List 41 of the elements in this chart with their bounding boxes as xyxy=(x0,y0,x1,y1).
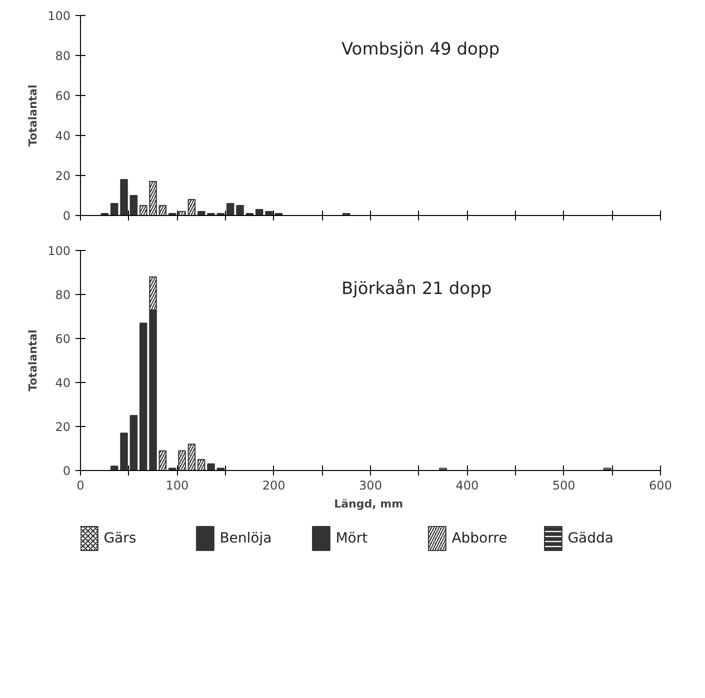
y-tick-label: 100 xyxy=(48,9,70,23)
bar xyxy=(130,415,138,470)
legend-label: Gädda xyxy=(568,530,614,546)
y-tick-label: 40 xyxy=(55,129,71,143)
x-tick-label: 100 xyxy=(166,478,189,492)
x-tick-label: 500 xyxy=(552,478,576,492)
legend-label: Benlöja xyxy=(220,530,272,546)
bar xyxy=(265,211,273,216)
bar xyxy=(130,195,138,216)
y-tick-label: 100 xyxy=(48,244,70,258)
text: Vombsjön 49 dopp xyxy=(342,40,500,60)
x-tick-label: 200 xyxy=(262,478,286,492)
y-tick-label: 40 xyxy=(55,376,71,390)
bar xyxy=(110,203,118,216)
bar xyxy=(207,463,215,470)
bar xyxy=(255,209,264,216)
y-tick-label: 20 xyxy=(55,420,71,434)
bar xyxy=(120,179,128,216)
bar xyxy=(110,466,118,470)
y-axis-title: Totalantal xyxy=(26,330,40,392)
y-tick-label: 60 xyxy=(55,332,71,346)
y-tick-label: 0 xyxy=(62,464,71,478)
x-tick-label: 600 xyxy=(649,478,672,492)
legend-label: Abborre xyxy=(452,530,508,546)
y-tick-label: 60 xyxy=(55,89,71,103)
text: Björkaån 21 dopp xyxy=(342,278,492,299)
bar xyxy=(139,322,148,470)
y-tick-label: 80 xyxy=(55,49,71,63)
legend-label: Mört xyxy=(336,530,368,546)
bar xyxy=(226,203,234,216)
y-tick-label: 0 xyxy=(62,209,71,223)
legend-label: Gärs xyxy=(104,530,136,546)
x-axis-title: Längd, mm xyxy=(334,498,404,510)
x-tick-label: 0 xyxy=(76,478,84,492)
y-axis-title: Totalantal xyxy=(26,84,40,146)
x-tick-label: 300 xyxy=(359,478,382,492)
bar xyxy=(236,205,244,216)
y-tick-label: 80 xyxy=(55,288,71,302)
bar xyxy=(120,432,128,470)
y-tick-label: 20 xyxy=(55,169,71,183)
x-tick-label: 400 xyxy=(456,478,479,492)
